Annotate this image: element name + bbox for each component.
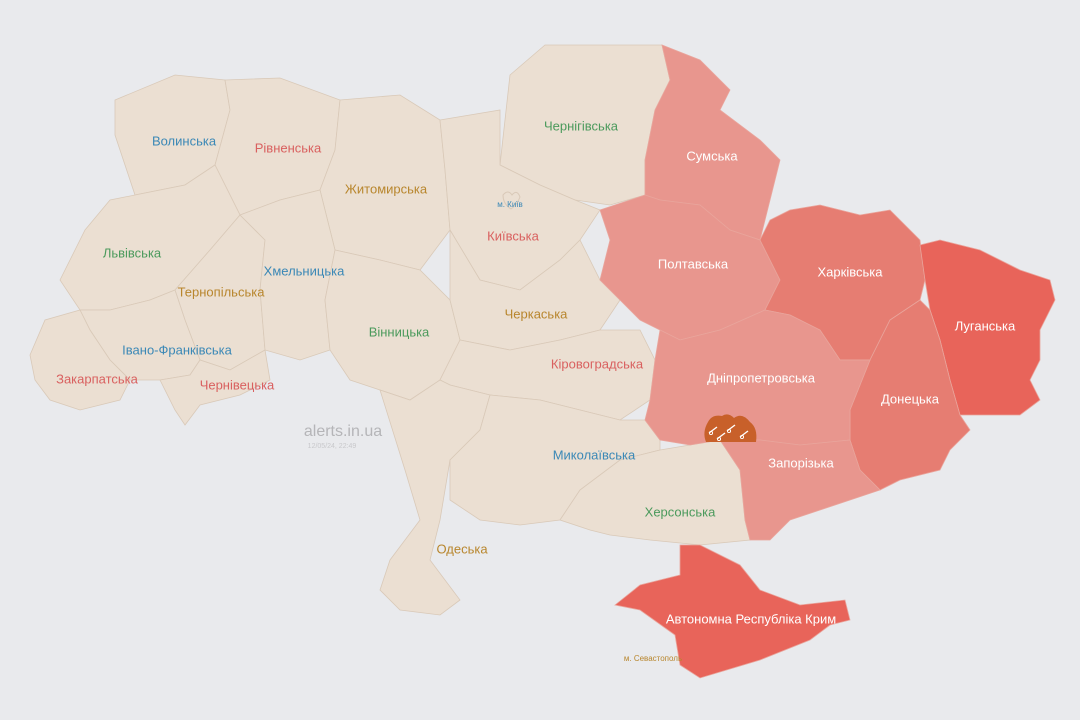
region-label-lvivska: Львівська bbox=[103, 245, 162, 260]
region-label-chernihivska: Чернігівська bbox=[544, 118, 619, 133]
region-chernivetska[interactable] bbox=[159, 349, 271, 426]
watermark-timestamp: 12/05/24, 22:49 bbox=[308, 443, 357, 450]
region-label-luhanska: Луганська bbox=[955, 318, 1016, 333]
region-label-chernivetska: Чернівецька bbox=[200, 377, 275, 392]
region-label-kharkivska: Харківська bbox=[818, 264, 884, 279]
region-label-kirovohradska: Кіровоградська bbox=[551, 356, 644, 371]
region-odeska[interactable] bbox=[379, 379, 491, 616]
region-label-zhytomyrska: Житомирська bbox=[345, 181, 428, 196]
region-label-cherkaska: Черкаська bbox=[505, 306, 569, 321]
region-zakarpatska[interactable] bbox=[29, 309, 131, 411]
artillery-icon bbox=[716, 432, 726, 442]
region-label-khersonska: Херсонська bbox=[645, 504, 716, 519]
region-label-ternopilska: Тернопільська bbox=[178, 284, 266, 299]
artillery-icon bbox=[708, 426, 718, 436]
region-label-sumska: Сумська bbox=[686, 148, 738, 163]
region-label-donetska: Донецька bbox=[881, 391, 940, 406]
artillery-icon bbox=[726, 424, 736, 434]
region-label-kyivska: Київська bbox=[487, 228, 539, 243]
region-label-volynska: Волинська bbox=[152, 133, 217, 148]
watermark-site: alerts.in.ua bbox=[304, 423, 382, 440]
region-crimea[interactable] bbox=[614, 544, 851, 679]
region-label-khmelnytska: Хмельницька bbox=[264, 263, 345, 278]
region-label-mykolaivska: Миколаївська bbox=[553, 447, 636, 462]
region-label-poltavska: Полтавська bbox=[658, 256, 729, 271]
kyiv-city-boundary bbox=[502, 191, 521, 210]
region-label-vinnytska: Вінницька bbox=[369, 324, 430, 339]
region-label-crimea: Автономна Республіка Крим bbox=[666, 611, 836, 626]
city-label-kyiv: м. Київ bbox=[497, 200, 523, 209]
artillery-threat-zone[interactable] bbox=[704, 414, 757, 442]
region-label-odeska: Одеська bbox=[436, 541, 488, 556]
region-label-dnipropetrovska: Дніпропетровська bbox=[707, 370, 816, 385]
region-label-ivano-frankivska: Івано-Франківська bbox=[122, 342, 232, 357]
city-label-sevastopol: м. Севастополь bbox=[624, 654, 682, 663]
region-label-zaporizka: Запорізька bbox=[768, 455, 834, 470]
region-label-rivnenska: Рівненська bbox=[255, 140, 322, 155]
region-label-zakarpatska: Закарпатська bbox=[56, 371, 139, 386]
artillery-icon bbox=[739, 430, 749, 440]
region-zaporizka[interactable] bbox=[719, 439, 881, 541]
